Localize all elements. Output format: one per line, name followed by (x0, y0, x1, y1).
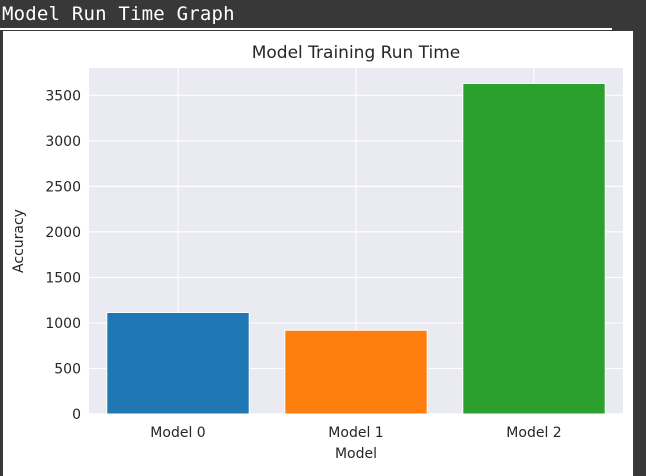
x-tick-label: Model 1 (328, 425, 383, 441)
x-tick-labels: Model 0 Model 1 Model 2 (150, 425, 561, 441)
y-tick-label: 1500 (45, 270, 81, 286)
bar-model-2 (462, 82, 606, 415)
y-tick-label: 2500 (45, 179, 81, 195)
bars (106, 82, 606, 415)
header-divider (0, 28, 612, 30)
output-header: Model Run Time Graph (0, 0, 646, 30)
y-tick-label: 1000 (45, 316, 81, 332)
x-tick-label: Model 0 (150, 425, 205, 441)
output-title: Model Run Time Graph (2, 3, 235, 25)
y-axis-label: Accuracy (11, 209, 27, 273)
y-tick-label: 2000 (45, 225, 81, 241)
y-tick-label: 0 (72, 407, 81, 423)
x-axis-label: Model (335, 446, 377, 462)
x-tick-label: Model 2 (506, 425, 561, 441)
bar-model-1 (284, 329, 428, 415)
chart-panel: 0 500 1000 1500 2000 2500 3000 3500 Model 0 Mode… (3, 31, 633, 476)
bar-model-0 (106, 311, 250, 415)
y-tick-labels: 0 500 1000 1500 2000 2500 3000 3500 (45, 88, 81, 423)
y-tick-label: 3000 (45, 134, 81, 150)
chart-title: Model Training Run Time (252, 43, 461, 63)
y-tick-label: 500 (54, 361, 81, 377)
y-tick-label: 3500 (45, 88, 81, 104)
